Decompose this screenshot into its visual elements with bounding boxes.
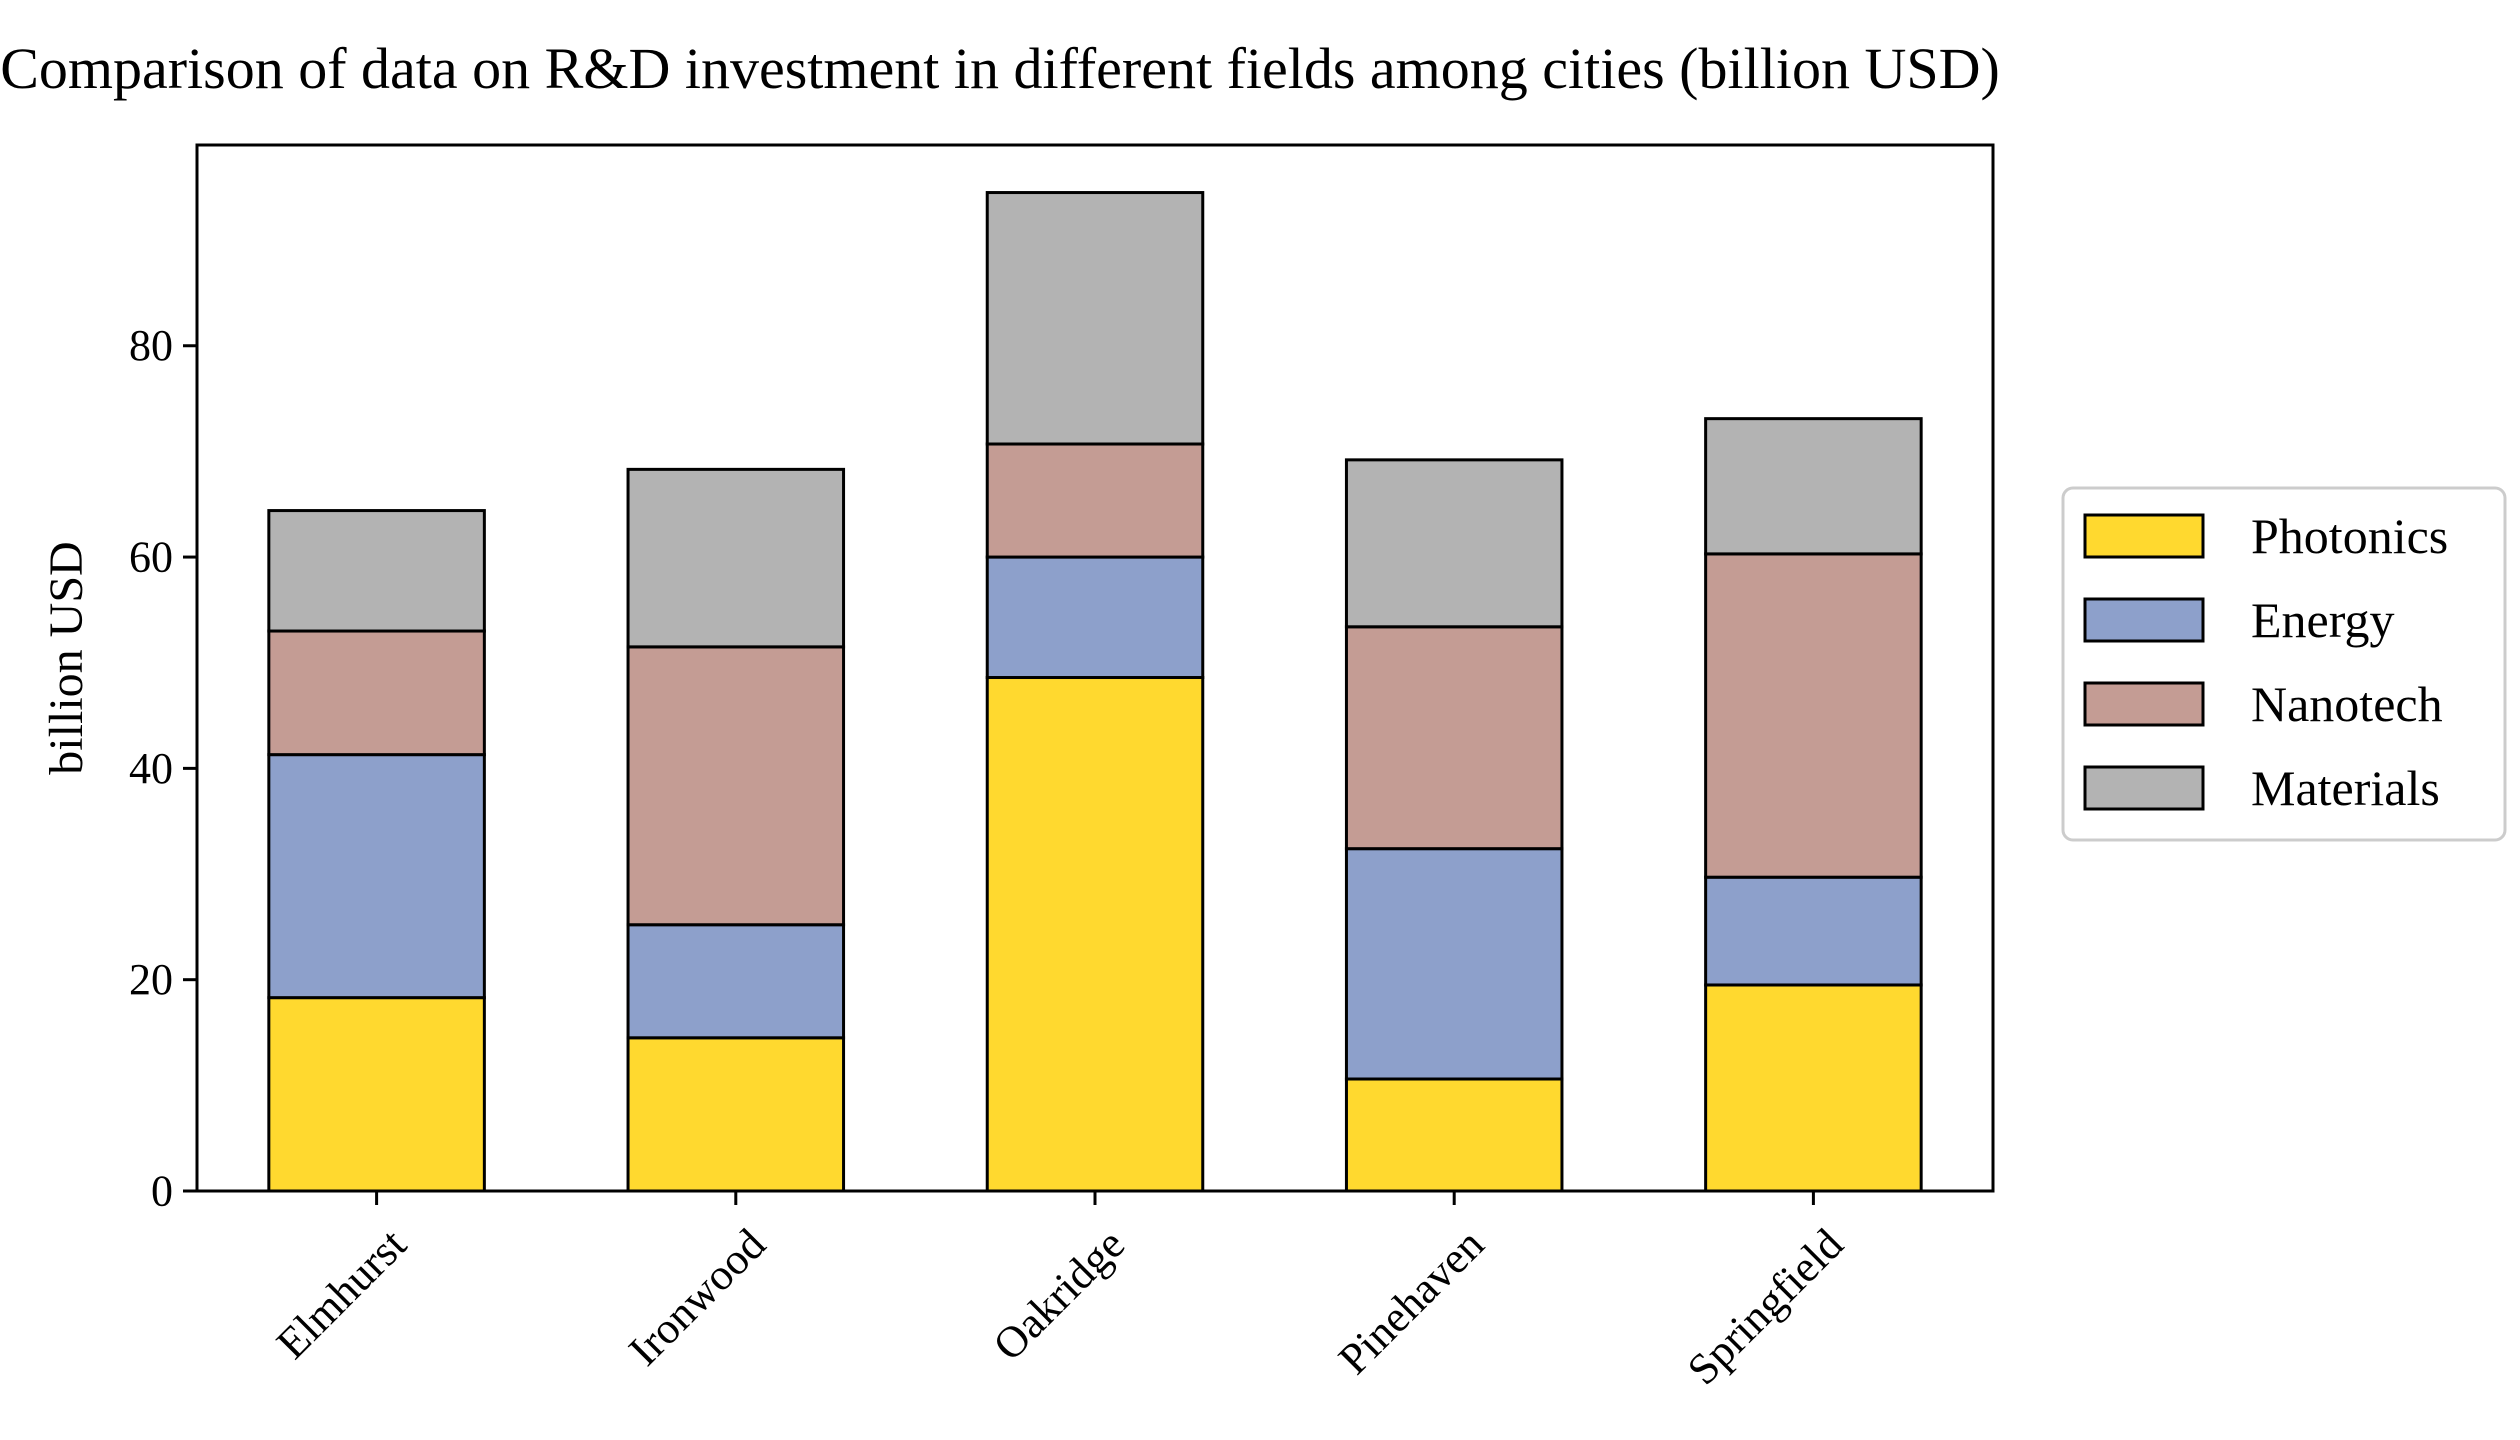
x-tick-label: Pinehaven — [1329, 1219, 1493, 1383]
y-tick-label: 20 — [129, 955, 173, 1004]
bar-nanotech-pinehaven — [1344, 625, 1564, 851]
bar-nanotech-oakridge — [985, 442, 1205, 559]
y-tick-label: 0 — [151, 1167, 173, 1216]
legend-label-materials: Materials — [2251, 760, 2440, 816]
bar-energy-pinehaven — [1344, 847, 1564, 1081]
x-tick-label: Springfield — [1678, 1219, 1853, 1394]
legend: Photonics Energy Nanotech Materials — [2061, 486, 2507, 842]
y-tick-label: 60 — [129, 533, 173, 582]
bar-energy-elmhurst — [267, 753, 486, 1000]
bar-photonics-ironwood — [626, 1036, 846, 1193]
legend-box — [2061, 486, 2507, 842]
legend-swatch-energy — [2083, 597, 2205, 643]
bar-materials-springfield — [1704, 417, 1923, 556]
bar-energy-ironwood — [626, 923, 846, 1040]
plot-area: Elmhurst Ironwood Oakridge Pinehaven Springf… — [129, 143, 1995, 1394]
chart-title: Comparison of data on R&D investment in … — [0, 36, 2000, 101]
bar-photonics-pinehaven — [1344, 1077, 1564, 1193]
legend-swatch-materials — [2083, 765, 2205, 811]
bar-energy-oakridge — [985, 555, 1205, 680]
bar-energy-springfield — [1704, 875, 1923, 987]
bar-photonics-springfield — [1704, 983, 1923, 1193]
bar-materials-pinehaven — [1344, 458, 1564, 629]
x-tick-label: Elmhurst — [267, 1219, 416, 1368]
bar-photonics-oakridge — [985, 676, 1205, 1193]
legend-swatch-nanotech — [2083, 681, 2205, 727]
bar-nanotech-ironwood — [626, 645, 846, 927]
y-tick-label: 40 — [129, 744, 173, 793]
bar-materials-ironwood — [626, 467, 846, 649]
legend-swatch-photonics — [2083, 513, 2205, 559]
bar-materials-elmhurst — [267, 509, 486, 633]
y-axis-label: billion USD — [40, 541, 93, 774]
x-tick-label: Oakridge — [984, 1219, 1134, 1369]
legend-label-photonics: Photonics — [2251, 508, 2448, 564]
bar-photonics-elmhurst — [267, 996, 486, 1193]
legend-label-energy: Energy — [2251, 592, 2394, 648]
bar-materials-oakridge — [985, 191, 1205, 446]
y-tick-label: 80 — [129, 321, 173, 370]
bar-nanotech-elmhurst — [267, 629, 486, 757]
legend-label-nanotech: Nanotech — [2251, 676, 2443, 732]
x-tick-label: Ironwood — [619, 1219, 775, 1375]
bar-nanotech-springfield — [1704, 552, 1923, 879]
